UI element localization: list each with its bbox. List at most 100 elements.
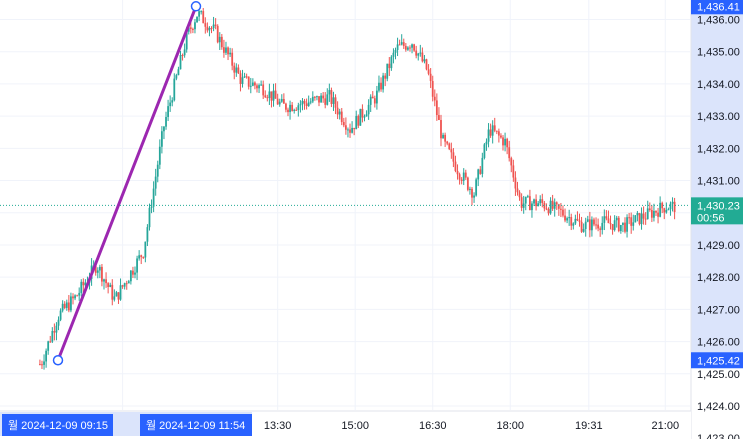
candle-body bbox=[415, 50, 418, 56]
candle-body bbox=[454, 161, 457, 171]
candle-body bbox=[628, 217, 631, 219]
candle-body bbox=[163, 126, 165, 132]
candle-body bbox=[487, 129, 490, 142]
candle-body bbox=[198, 11, 201, 17]
candle-body bbox=[282, 98, 285, 104]
candle-body bbox=[504, 138, 506, 146]
candle-body bbox=[65, 302, 68, 308]
candle-body bbox=[134, 272, 136, 275]
candle-body bbox=[189, 27, 192, 29]
candle-body bbox=[617, 217, 620, 232]
candle-body bbox=[291, 104, 294, 111]
x-tick-label: 13:30 bbox=[264, 420, 292, 432]
candle-body bbox=[258, 85, 260, 89]
candle-body bbox=[121, 285, 124, 287]
candle-body bbox=[169, 102, 172, 107]
candle-body bbox=[413, 44, 416, 51]
x-tick-label: 18:00 bbox=[496, 420, 524, 432]
candle-body bbox=[588, 219, 591, 231]
candle-body bbox=[361, 108, 364, 118]
candle-body bbox=[518, 192, 521, 198]
candle-body bbox=[384, 75, 387, 79]
candle-body bbox=[578, 220, 581, 222]
candle-body bbox=[330, 90, 333, 104]
candle-body bbox=[500, 135, 502, 138]
last-price-badge bbox=[691, 197, 743, 225]
candle-body bbox=[386, 63, 389, 79]
candle-body bbox=[626, 217, 628, 232]
y-tick-label: 1,433.00 bbox=[697, 111, 740, 123]
candle-body bbox=[94, 265, 97, 273]
candle-body bbox=[351, 127, 353, 133]
candle-body bbox=[160, 131, 163, 147]
candle-body bbox=[303, 100, 306, 104]
candle-body bbox=[260, 84, 263, 86]
candle-body bbox=[326, 94, 329, 105]
candle-body bbox=[522, 203, 525, 208]
candle-body bbox=[136, 258, 138, 273]
candle-body bbox=[249, 85, 252, 87]
candle-body bbox=[409, 47, 411, 49]
candle-body bbox=[493, 125, 496, 131]
candle-body bbox=[332, 97, 335, 104]
candle-body bbox=[562, 209, 564, 216]
candle-body bbox=[369, 96, 372, 105]
candle-body bbox=[297, 105, 300, 110]
candle-body bbox=[512, 165, 515, 178]
candle-body bbox=[359, 108, 362, 126]
candle-body bbox=[526, 196, 529, 198]
candle-body bbox=[638, 213, 641, 225]
candle-body bbox=[497, 131, 500, 136]
candle-body bbox=[479, 169, 482, 174]
candle-body bbox=[491, 125, 494, 136]
candle-body bbox=[171, 100, 174, 103]
candle-body bbox=[231, 52, 234, 66]
candle-body bbox=[342, 122, 345, 126]
candle-body bbox=[293, 109, 296, 111]
candle-body bbox=[564, 215, 566, 221]
candle-body bbox=[111, 284, 114, 300]
candle-body bbox=[247, 76, 250, 87]
candle-body bbox=[206, 26, 209, 31]
candle-body bbox=[227, 47, 229, 55]
y-tick-label: 1,434.00 bbox=[697, 79, 740, 91]
candle-body bbox=[475, 179, 478, 196]
candle-body bbox=[148, 207, 151, 228]
candle-body bbox=[444, 134, 447, 142]
candle-body bbox=[495, 130, 498, 132]
candle-body bbox=[233, 65, 236, 73]
candle-body bbox=[462, 172, 465, 181]
candle-body bbox=[607, 218, 610, 224]
candle-body bbox=[313, 96, 316, 98]
candle-body bbox=[243, 76, 246, 78]
price-range-highlight bbox=[691, 6, 743, 361]
high-marker-label: 1,436.41 bbox=[697, 1, 740, 13]
x-tick-label: 21:00 bbox=[652, 420, 680, 432]
candle-body bbox=[210, 28, 213, 30]
candle-body bbox=[183, 49, 186, 56]
candle-body bbox=[373, 98, 376, 104]
candle-body bbox=[446, 141, 449, 144]
candle-body bbox=[404, 45, 407, 50]
candle-body bbox=[630, 217, 633, 226]
candle-body bbox=[417, 53, 420, 56]
candle-body bbox=[340, 111, 343, 123]
candle-body bbox=[179, 54, 182, 70]
candle-body bbox=[274, 90, 277, 99]
candle-body bbox=[138, 255, 141, 259]
candle-body bbox=[392, 52, 395, 57]
candle-body bbox=[469, 188, 471, 190]
candle-body bbox=[669, 203, 672, 210]
high-marker-badge bbox=[691, 0, 743, 15]
candle-body bbox=[78, 292, 81, 296]
candle-body bbox=[272, 90, 275, 101]
candle-body bbox=[566, 218, 569, 221]
candle-body bbox=[45, 350, 48, 362]
candle-body bbox=[586, 219, 589, 222]
candle-body bbox=[324, 98, 327, 105]
candle-body bbox=[539, 199, 542, 204]
candle-body bbox=[146, 227, 149, 242]
candle-body bbox=[471, 188, 473, 198]
